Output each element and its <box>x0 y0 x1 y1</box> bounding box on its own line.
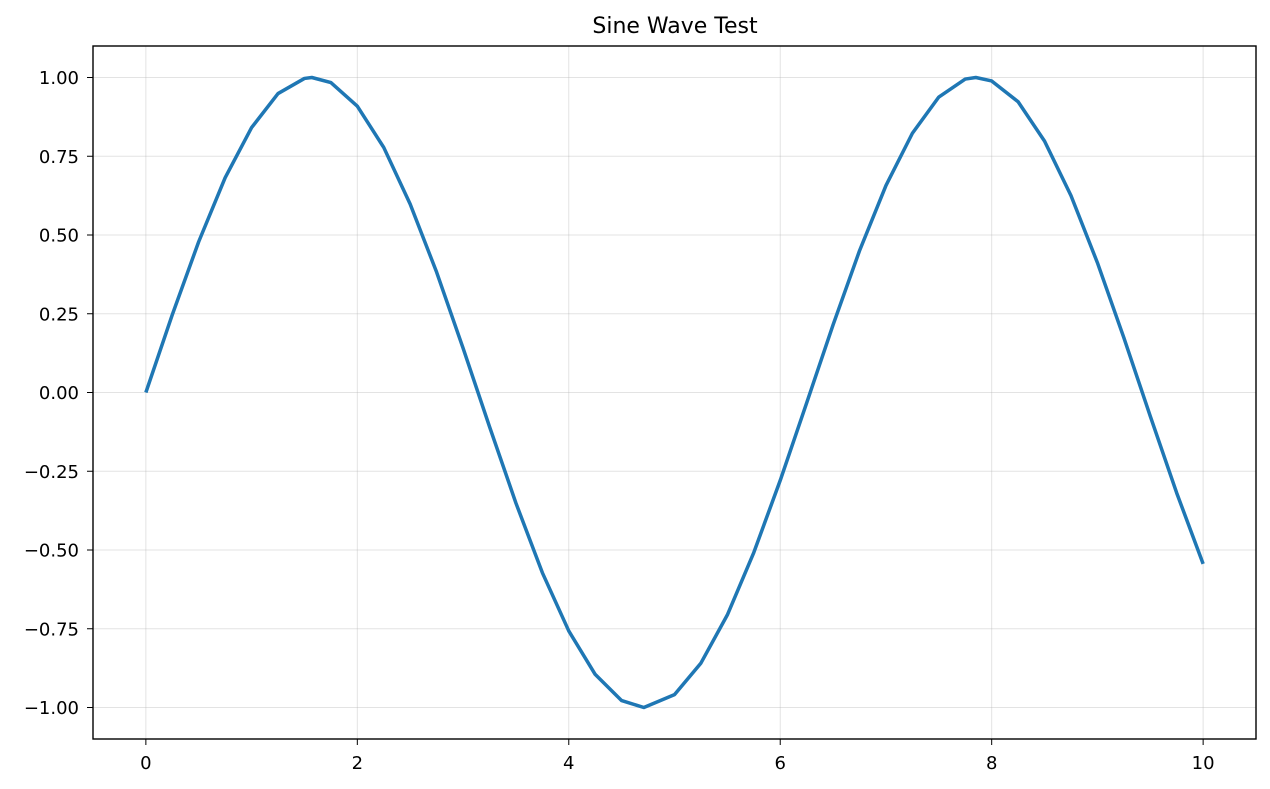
y-tick-label: −0.50 <box>24 541 79 562</box>
y-tick-label: 0.75 <box>39 147 79 168</box>
y-axis: 1.00 0.75 0.50 0.25 0.00 −0.25 −0.50 −0.75 −1.00 <box>24 68 93 719</box>
y-tick-label: −0.25 <box>24 462 79 483</box>
x-tick-label: 2 <box>352 753 363 774</box>
chart-title: Sine Wave Test <box>592 14 758 39</box>
x-tick-label: 4 <box>563 753 574 774</box>
x-tick-label: 6 <box>775 753 786 774</box>
x-tick-label: 10 <box>1192 753 1215 774</box>
y-tick-label: 0.25 <box>39 304 79 325</box>
x-tick-label: 0 <box>140 753 151 774</box>
series-line <box>144 75 1205 710</box>
y-tick-label: 0.50 <box>39 226 79 247</box>
x-tick-label: 8 <box>986 753 997 774</box>
y-tick-label: 0.00 <box>39 383 79 404</box>
y-tick-label: −0.75 <box>24 619 79 640</box>
y-tick-label: 1.00 <box>39 68 79 89</box>
y-tick-label: −1.00 <box>24 698 79 719</box>
x-axis: 0 2 4 6 8 10 <box>140 739 1215 774</box>
grid <box>93 46 1256 739</box>
series-layer <box>144 75 1205 710</box>
